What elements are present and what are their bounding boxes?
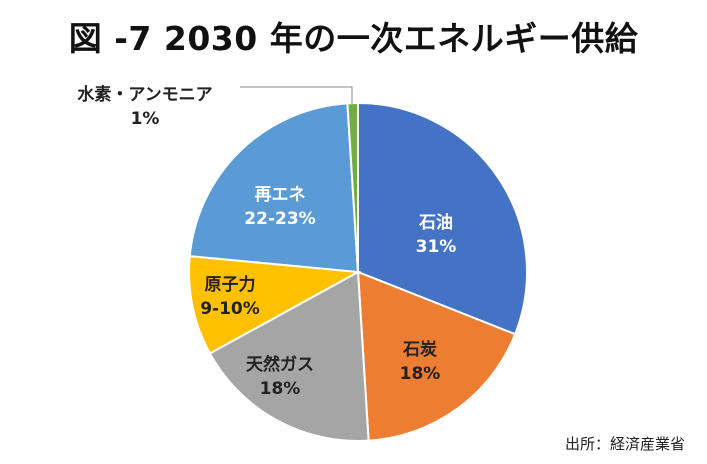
- pie-slice-4: [188, 102, 360, 274]
- slice-label-3: 原子力: [205, 274, 256, 295]
- pie-slice-1: [356, 270, 517, 442]
- pie-slice-0: [357, 101, 528, 336]
- leader-line: [240, 86, 353, 104]
- slice-label-5: 水素・アンモニア: [77, 84, 212, 105]
- chart-title: 図 -7 2030 年の一次エネルギー供給: [68, 19, 639, 58]
- slice-label-2: 天然ガス: [246, 354, 314, 375]
- slice-label-0: 石油: [418, 212, 453, 233]
- slice-value-1: 18%: [400, 364, 441, 384]
- pie-slice-5: [346, 101, 359, 273]
- source-note: 出所：経済産業省: [564, 435, 685, 453]
- slice-value-0: 31%: [416, 237, 457, 257]
- slice-label-1: 石炭: [402, 339, 437, 360]
- slice-value-4: 22-23%: [244, 209, 315, 229]
- pie-slice-2: [208, 270, 370, 443]
- slice-value-3: 9-10%: [200, 299, 260, 319]
- pie-slice-3: [188, 255, 362, 355]
- slice-value-2: 18%: [260, 379, 301, 399]
- slice-label-4: 再エネ: [255, 185, 306, 205]
- slice-value-5: 1%: [131, 109, 160, 129]
